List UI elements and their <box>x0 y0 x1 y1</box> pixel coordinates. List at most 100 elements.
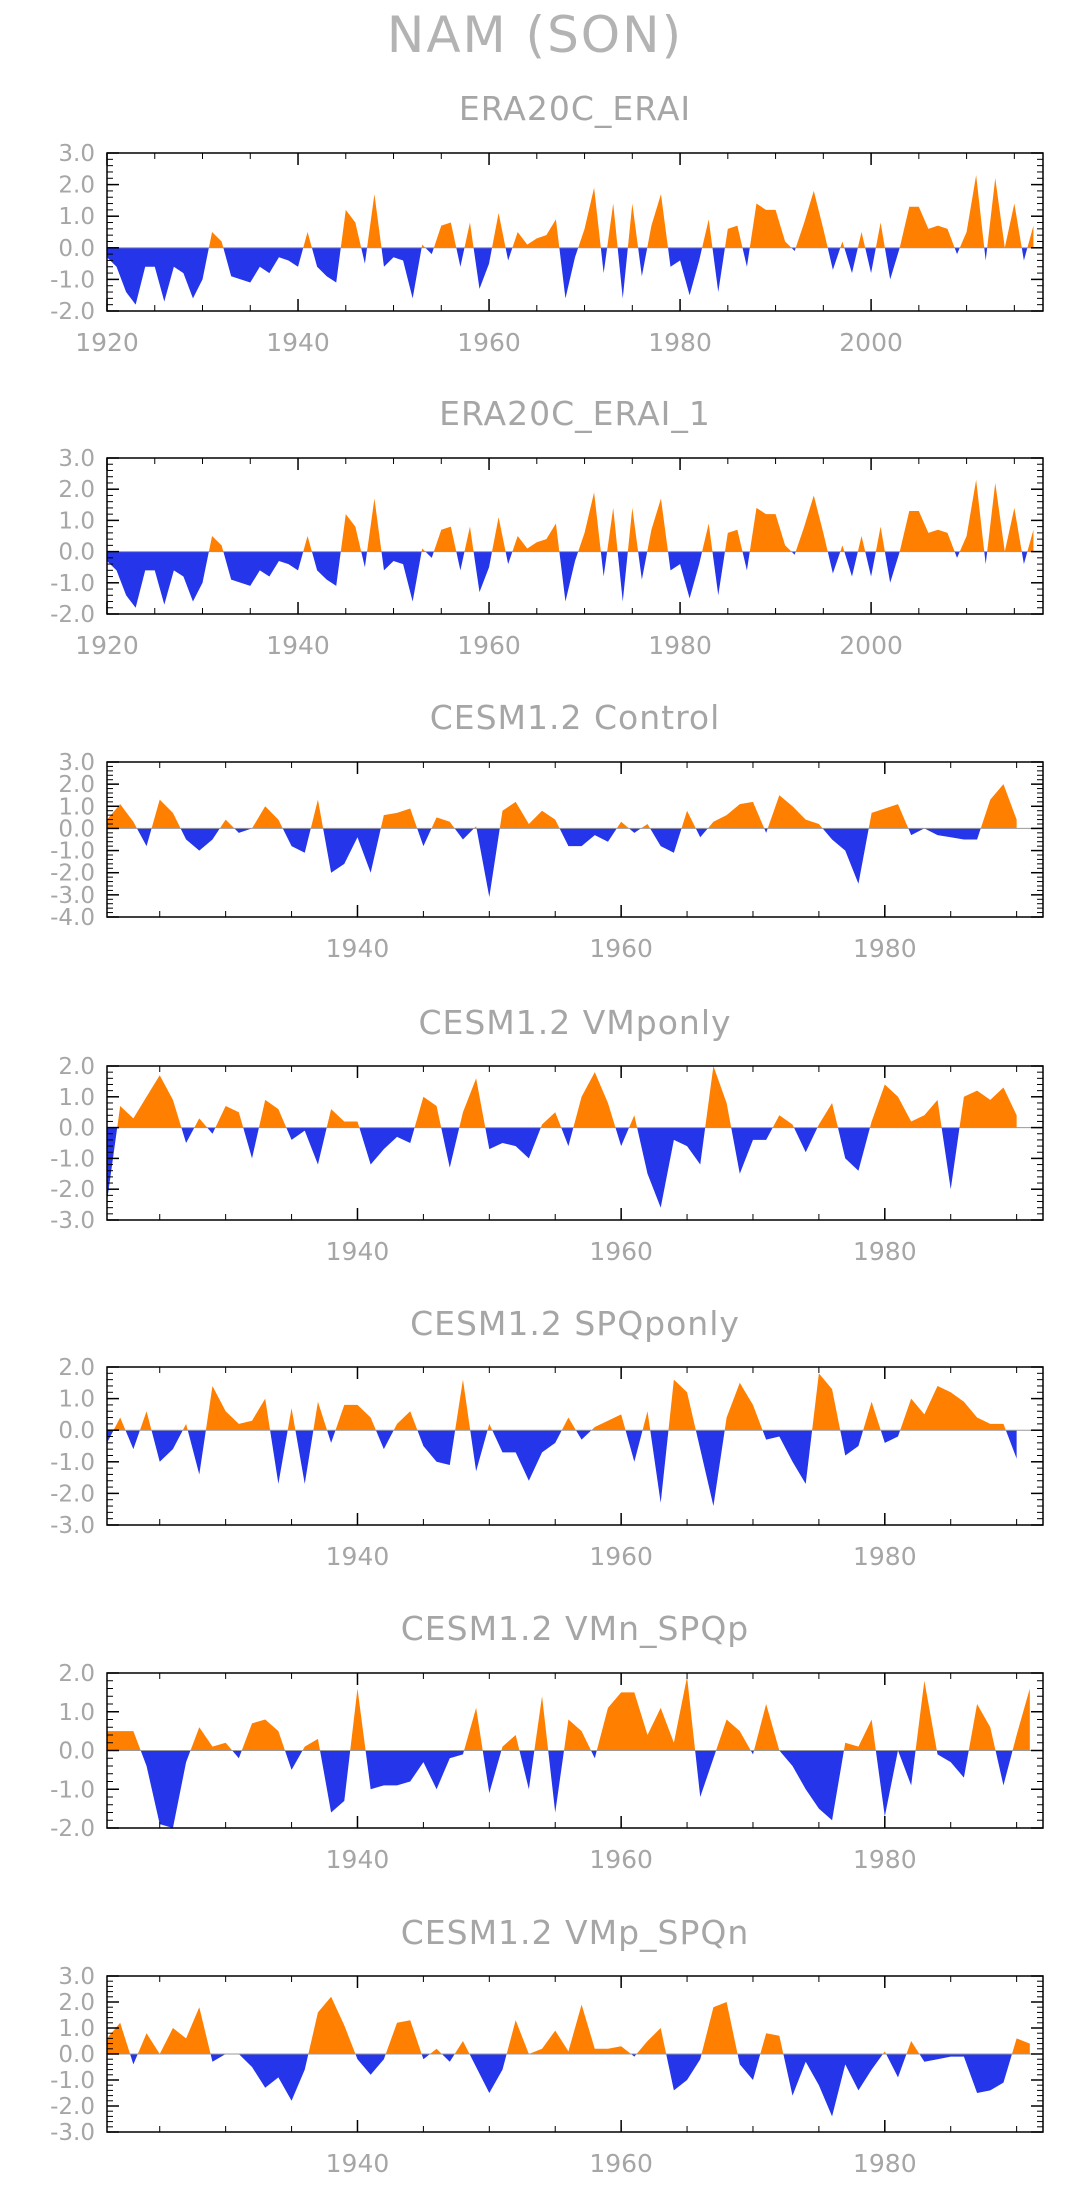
y-tick-label: -2.0 <box>50 861 95 887</box>
y-tick-label: 0.0 <box>58 540 95 566</box>
y-tick-label: 3.0 <box>58 446 95 472</box>
figure-title: NAM (SON) <box>386 6 684 64</box>
y-tick-label: 0.0 <box>58 1418 95 1444</box>
panel-title: CESM1.2 SPQponly <box>410 1304 740 1343</box>
x-tick-label: 1960 <box>589 1542 653 1571</box>
y-tick-label: 2.0 <box>58 1054 95 1080</box>
y-tick-label: 3.0 <box>58 750 95 776</box>
y-tick-label: 2.0 <box>58 772 95 798</box>
y-tick-label: -2.0 <box>50 299 95 325</box>
x-tick-label: 1940 <box>326 1542 390 1571</box>
plot-frame <box>106 457 1044 615</box>
plot-frame <box>106 1366 1044 1526</box>
panel-title: ERA20C_ERAI <box>459 89 691 128</box>
negative-area <box>107 828 1017 898</box>
y-tick-label: 2.0 <box>58 173 95 199</box>
panel-3: CESM1.2 Control 3.02.01.00.0-1.0-2.0-3.0-… <box>50 698 1044 963</box>
y-tick-label: 0.0 <box>58 1739 95 1765</box>
negative-area <box>107 2054 1030 2117</box>
y-tick-label: -1.0 <box>50 2068 95 2094</box>
y-tick-label: -2.0 <box>50 1481 95 1507</box>
x-tick-label: 1920 <box>75 328 139 357</box>
negative-area <box>107 1430 1017 1507</box>
x-tick-label: 1980 <box>853 2149 917 2178</box>
positive-area <box>107 1996 1030 2054</box>
negative-area <box>107 1750 1030 1828</box>
positive-area <box>107 1373 1017 1431</box>
x-tick-label: 1980 <box>853 1542 917 1571</box>
positive-area <box>107 784 1017 829</box>
y-tick-label: -3.0 <box>50 2120 95 2146</box>
y-tick-label: -1.0 <box>50 839 95 865</box>
x-tick-label: 2000 <box>839 328 903 357</box>
y-tick-label: -1.0 <box>50 1146 95 1172</box>
x-tick-label: 2000 <box>839 631 903 660</box>
y-tick-label: 1.0 <box>58 794 95 820</box>
y-tick-label: -3.0 <box>50 1208 95 1234</box>
x-tick-label: 1920 <box>75 631 139 660</box>
y-tick-label: 0.0 <box>58 2042 95 2068</box>
positive-area <box>208 479 1034 552</box>
y-tick-label: 2.0 <box>58 1355 95 1381</box>
negative-area <box>107 247 1028 305</box>
y-tick-label: 0.0 <box>58 236 95 262</box>
y-tick-label: -1.0 <box>50 1777 95 1803</box>
x-tick-label: 1940 <box>326 2149 390 2178</box>
y-tick-label: -1.0 <box>50 1450 95 1476</box>
panel-1: ERA20C_ERAI 3.0 2.0 1.0 0.0 -1.0 -2.0 1920 1940 1… <box>50 89 1044 357</box>
y-tick-label: -1.0 <box>50 267 95 293</box>
x-tick-label: 1980 <box>853 934 917 963</box>
y-tick-label: -3.0 <box>50 1513 95 1539</box>
panel-title: CESM1.2 VMp_SPQn <box>401 1913 750 1952</box>
negative-area <box>107 551 1034 608</box>
panel-5: CESM1.2 SPQponly 2.0 1.0 0.0 -1.0 -2.0 -3.0 194… <box>50 1304 1044 1571</box>
panel-title: CESM1.2 VMn_SPQp <box>401 1609 750 1648</box>
x-tick-label: 1980 <box>648 631 712 660</box>
x-tick-label: 1980 <box>648 328 712 357</box>
x-tick-label: 1980 <box>853 1237 917 1266</box>
y-tick-label: 1.0 <box>58 508 95 534</box>
plot-frame <box>106 761 1044 918</box>
x-tick-label: 1940 <box>326 934 390 963</box>
positive-area <box>107 1676 1030 1751</box>
y-tick-label: 0.0 <box>58 1116 95 1142</box>
negative-area <box>107 1127 1017 1208</box>
plot-frame <box>106 152 1044 312</box>
y-tick-label: 1.0 <box>58 1700 95 1726</box>
x-tick-label: 1960 <box>589 1237 653 1266</box>
y-tick-label: 1.0 <box>58 1387 95 1413</box>
y-tick-label: -2.0 <box>50 2094 95 2120</box>
y-tick-label: 2.0 <box>58 1990 95 2016</box>
y-tick-label: 1.0 <box>58 1085 95 1111</box>
x-tick-label: 1940 <box>326 1237 390 1266</box>
panel-7: CESM1.2 VMp_SPQn 3.02.01.00.0-1.0-2.0-3.0… <box>50 1913 1044 2178</box>
x-tick-label: 1940 <box>326 1845 390 1874</box>
panel-title: CESM1.2 VMponly <box>418 1003 731 1042</box>
x-tick-label: 1940 <box>266 328 330 357</box>
y-tick-label: 1.0 <box>58 2016 95 2042</box>
panel-4: CESM1.2 VMponly 2.0 1.0 0.0 -1.0 -2.0 -3.0 1940… <box>50 1003 1044 1266</box>
y-tick-label: 2.0 <box>58 1661 95 1687</box>
x-tick-label: 1960 <box>589 1845 653 1874</box>
x-tick-label: 1940 <box>266 631 330 660</box>
plot-frame <box>106 1065 1044 1221</box>
panel-title: ERA20C_ERAI_1 <box>439 394 711 433</box>
y-tick-label: 1.0 <box>58 204 95 230</box>
y-tick-label: -2.0 <box>50 1816 95 1842</box>
x-tick-label: 1960 <box>457 631 521 660</box>
y-tick-label: -4.0 <box>50 905 95 931</box>
panel-title: CESM1.2 Control <box>430 698 721 737</box>
x-tick-label: 1980 <box>853 1845 917 1874</box>
x-tick-label: 1960 <box>589 2149 653 2178</box>
y-tick-label: 2.0 <box>58 477 95 503</box>
panel-2: ERA20C_ERAI_1 3.0 2.0 1.0 0.0 -1.0 -2.0 1920 194… <box>50 394 1044 660</box>
y-tick-label: 0.0 <box>58 816 95 842</box>
y-tick-label: -2.0 <box>50 1177 95 1203</box>
y-tick-label: -1.0 <box>50 571 95 597</box>
positive-area <box>117 1066 1017 1128</box>
y-tick-label: 3.0 <box>58 1964 95 1990</box>
y-tick-label: 3.0 <box>58 141 95 167</box>
y-tick-label: -2.0 <box>50 602 95 628</box>
positive-area <box>107 175 1034 248</box>
